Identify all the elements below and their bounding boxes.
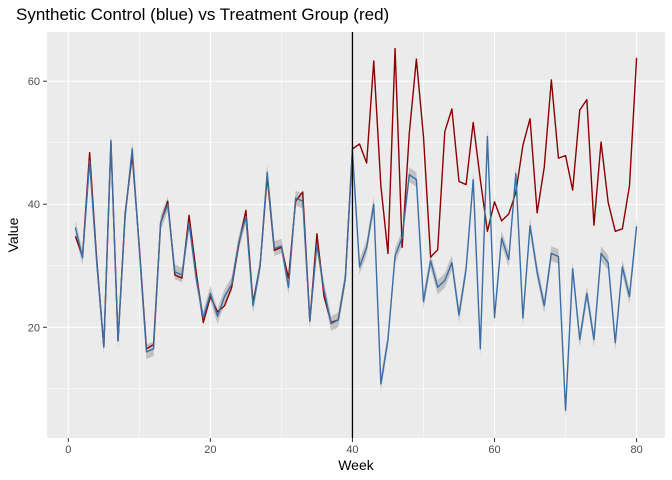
x-tick-label: 80 (630, 444, 642, 456)
y-tick-label: 20 (28, 322, 40, 334)
synthetic-control-series-line (74, 135, 638, 412)
y-axis-title: Value (5, 217, 21, 252)
x-axis-ticks: 0 20 40 60 80 (65, 438, 643, 456)
minor-gridlines (47, 32, 665, 438)
series-lines (74, 47, 638, 412)
y-tick-label: 60 (28, 76, 40, 88)
x-tick-label: 40 (346, 444, 358, 456)
y-axis-ticks: 20 40 60 (28, 76, 47, 334)
x-tick-label: 20 (204, 444, 216, 456)
x-tick-label: 60 (488, 444, 500, 456)
x-tick-label: 0 (65, 444, 71, 456)
plot-panel (47, 32, 665, 438)
y-tick-label: 40 (28, 199, 40, 211)
chart-title: Synthetic Control (blue) vs Treatment Gr… (16, 5, 389, 24)
x-axis-title: Week (338, 457, 375, 473)
